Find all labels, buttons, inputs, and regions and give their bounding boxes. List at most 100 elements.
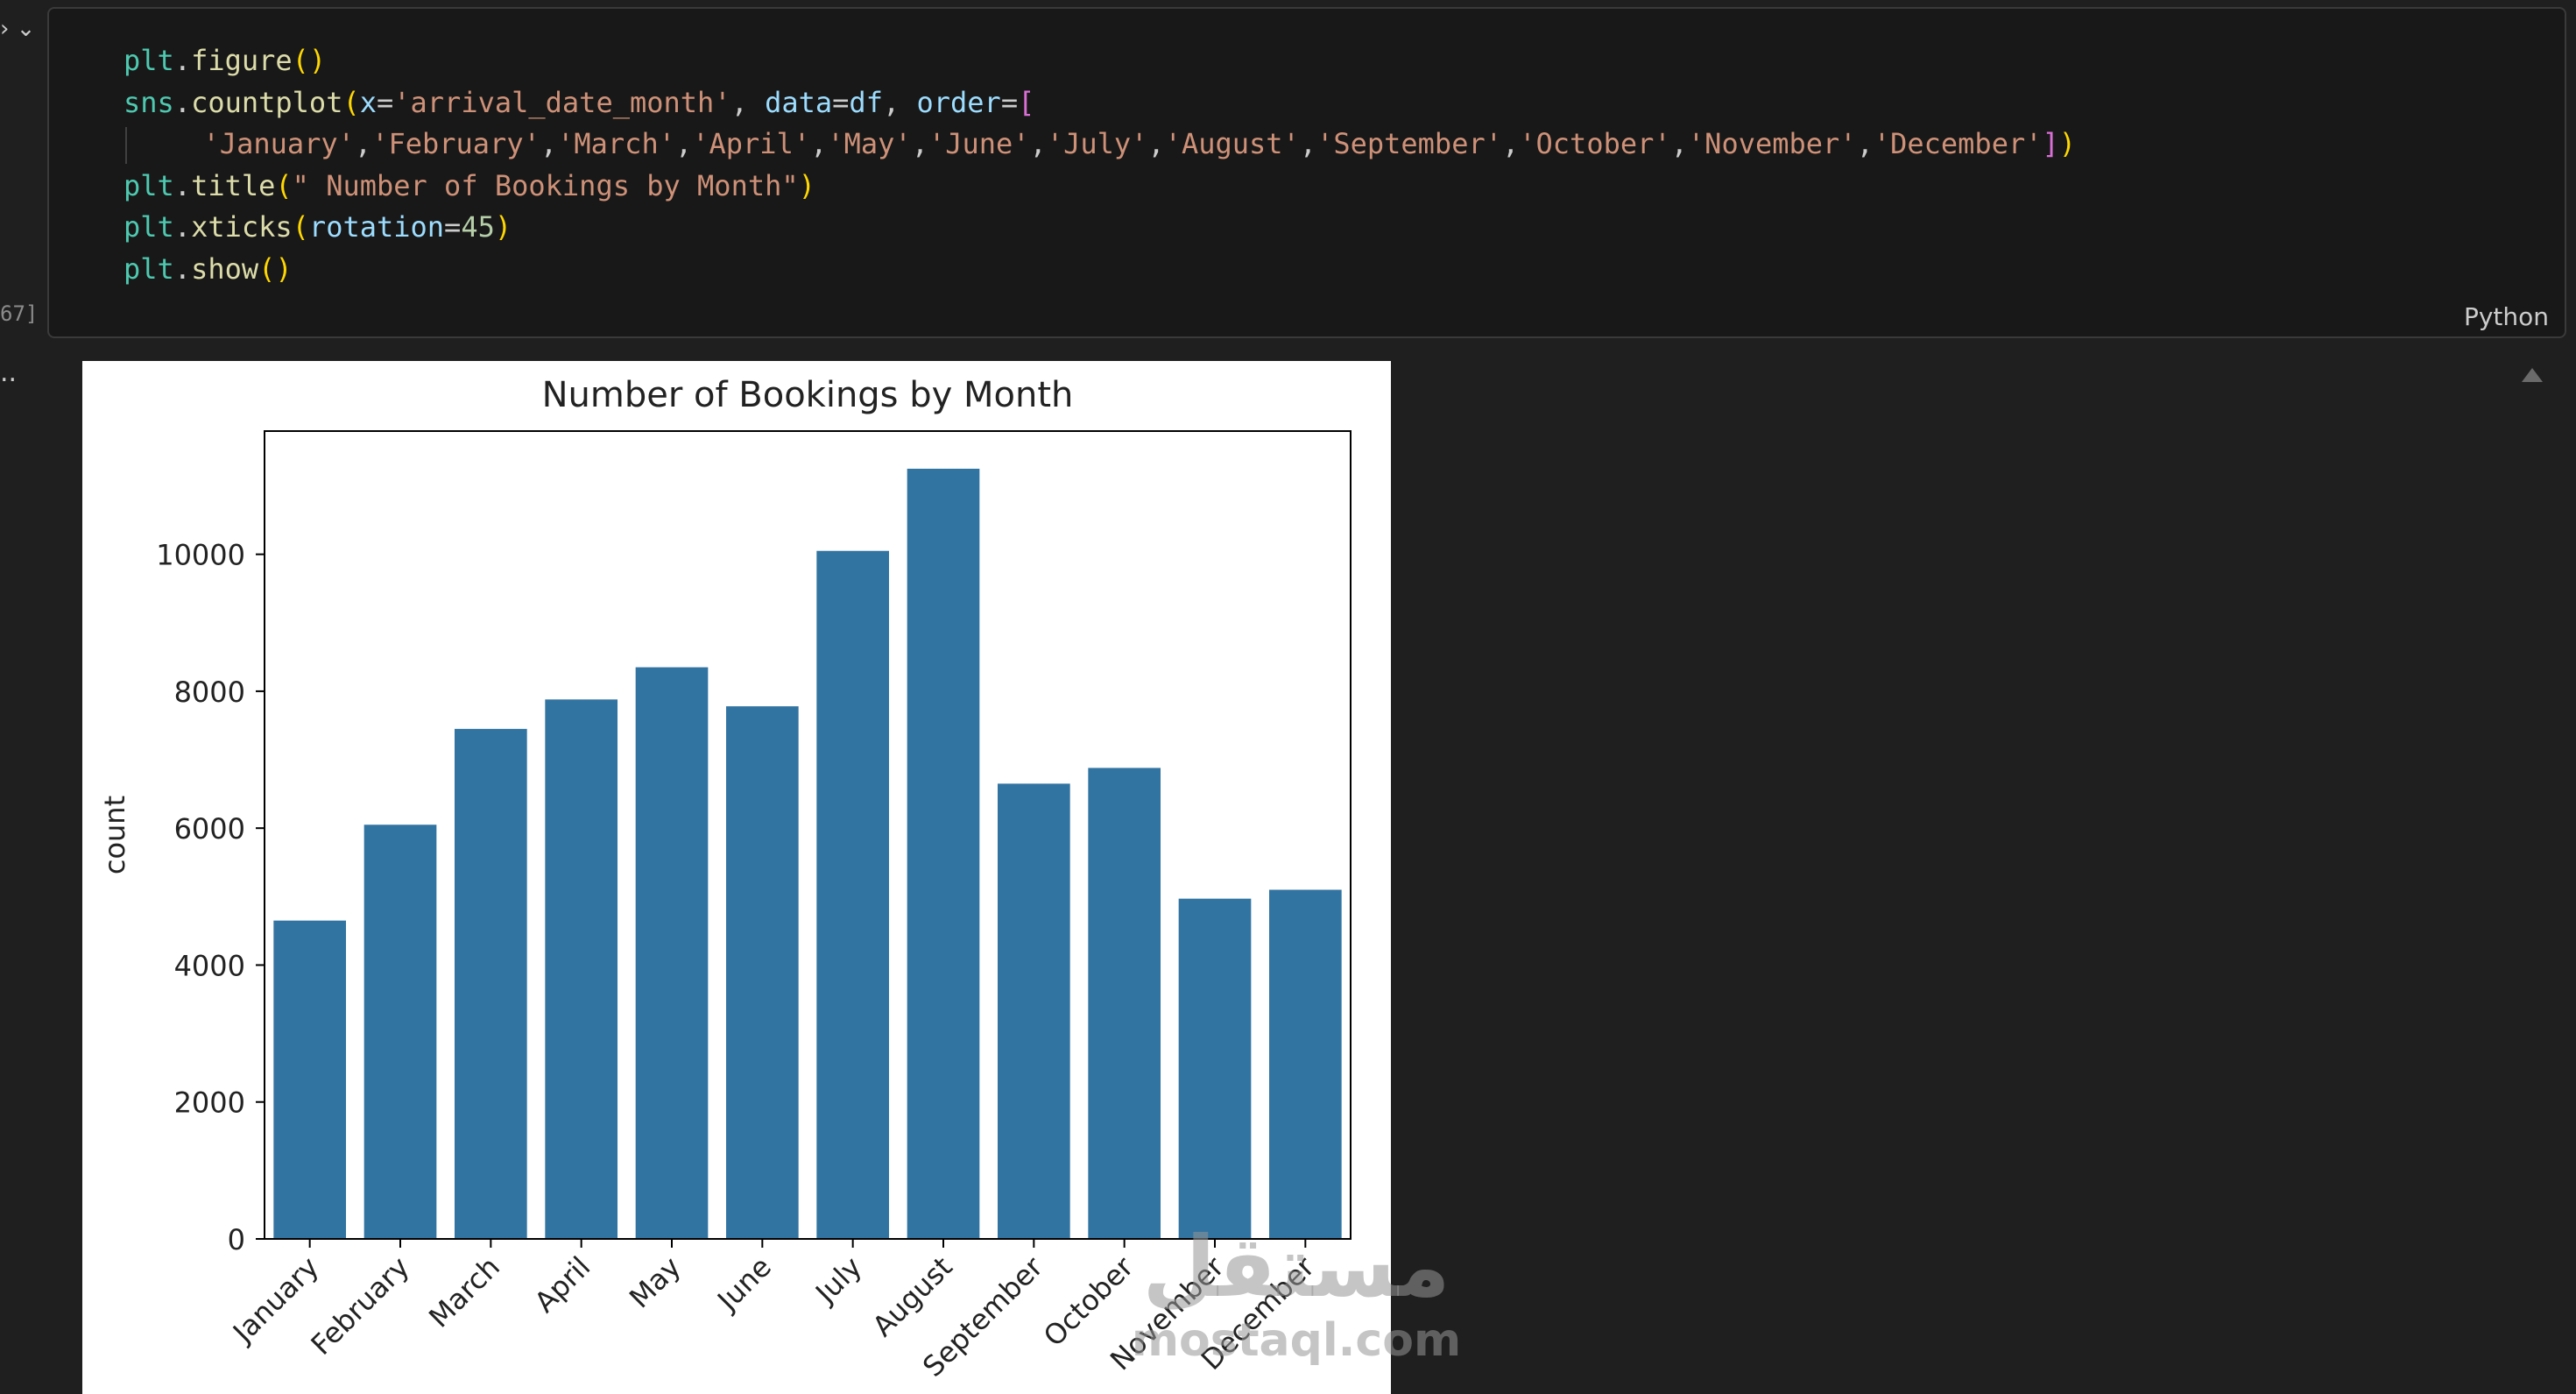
bar-march (455, 728, 527, 1239)
code-token: , (911, 127, 928, 160)
code-token: 'January' (202, 127, 355, 160)
code-token: 'March' (557, 127, 675, 160)
bar-july (816, 550, 889, 1239)
bar-february (363, 824, 437, 1239)
x-tick-label: August (866, 1250, 959, 1343)
code-token: , (1299, 127, 1317, 160)
bar-november (1178, 898, 1252, 1239)
code-token: 'May' (827, 127, 912, 160)
bar-december (1269, 889, 1342, 1239)
code-token: plt (124, 44, 174, 77)
cell-language-label[interactable]: Python (2463, 302, 2549, 331)
code-token: () (292, 44, 327, 77)
code-line: plt.xticks(rotation=45) (124, 207, 2076, 249)
code-line: 'January','February','March','April','Ma… (124, 124, 2076, 166)
code-token: order (916, 85, 1001, 119)
code-token: = (376, 85, 394, 119)
x-tick-label: May (623, 1250, 688, 1315)
code-token: . (173, 251, 192, 286)
code-token: 'August' (1164, 127, 1300, 160)
indent-guide (125, 127, 127, 164)
code-token: 'June' (928, 127, 1030, 160)
code-token: ( (342, 85, 360, 119)
code-token: 'July' (1046, 127, 1148, 160)
code-token: , (730, 85, 766, 119)
code-token: . (173, 44, 192, 77)
code-token: ) (2058, 127, 2077, 160)
execution-count: 67] (0, 301, 39, 326)
code-editor[interactable]: plt.figure() sns.countplot(x='arrival_dat… (124, 40, 2076, 290)
bar-chart: Number of Bookings by Month 0 2000 4000 6000… (98, 375, 1352, 1383)
chart-title: Number of Bookings by Month (542, 375, 1074, 415)
bar-august (907, 468, 980, 1239)
y-tick-label: 8000 (174, 676, 245, 709)
code-line: plt.title(" Number of Bookings by Month"… (124, 166, 2076, 208)
code-line: plt.figure() (124, 40, 2076, 82)
x-tick-label: July (808, 1250, 868, 1311)
code-token: = (832, 85, 850, 119)
code-token: sns (124, 85, 174, 119)
y-tick-label: 4000 (174, 949, 245, 982)
code-token: , (1856, 127, 1874, 160)
code-token: 'November' (1687, 127, 1857, 160)
code-token: = (444, 210, 462, 244)
plot-frame (264, 430, 1352, 1240)
code-token: ] (2042, 127, 2059, 160)
code-token: 'December' (1873, 127, 2043, 160)
bar-april (545, 699, 618, 1239)
y-tick-label: 2000 (174, 1086, 245, 1120)
y-tick-label: 6000 (174, 812, 245, 846)
code-token: show (191, 251, 259, 286)
bar-january (273, 920, 346, 1239)
code-token: . (173, 85, 192, 119)
code-line: sns.countplot(x='arrival_date_month', da… (124, 82, 2076, 124)
y-axis-label: count (98, 796, 131, 874)
code-token: plt (124, 168, 174, 202)
code-token: . (173, 210, 192, 244)
code-token: ( (275, 168, 293, 202)
y-tick-label: 10000 (156, 539, 245, 572)
code-token: data (765, 85, 833, 119)
code-token: ( (292, 210, 309, 244)
code-token: . (173, 168, 192, 202)
code-token: countplot (191, 85, 343, 119)
code-token: () (258, 251, 293, 286)
x-tick-label: March (422, 1250, 506, 1334)
code-token: , (1147, 127, 1165, 160)
code-token: xticks (191, 210, 293, 244)
code-token: , (674, 127, 693, 160)
code-token: , (1501, 127, 1520, 160)
code-token: 'arrival_date_month' (393, 85, 731, 119)
code-token: = (1000, 85, 1019, 119)
x-tick-label: February (305, 1250, 416, 1362)
bar-september (998, 783, 1070, 1239)
code-token: , (540, 127, 558, 160)
code-token: df (849, 85, 883, 119)
code-cell[interactable]: plt.figure() sns.countplot(x='arrival_dat… (47, 7, 2566, 338)
code-token: figure (191, 44, 293, 77)
code-token: , (1029, 127, 1047, 160)
code-token: 45 (461, 210, 495, 244)
collapse-chevron-icon[interactable]: › ⌄ (0, 16, 36, 42)
x-tick-label: June (709, 1250, 778, 1319)
code-token: , (882, 85, 917, 119)
output-more-icon[interactable]: .. (0, 357, 18, 388)
code-token: ) (494, 210, 512, 244)
bar-june (726, 706, 799, 1239)
code-token: ) (798, 168, 815, 202)
code-token: 'February' (371, 127, 540, 160)
cell-output-plot: Number of Bookings by Month 0 2000 4000 6000… (82, 361, 1391, 1394)
bar-october (1088, 768, 1161, 1239)
code-token: , (1670, 127, 1688, 160)
code-token: 'September' (1316, 127, 1502, 160)
code-token: [ (1018, 85, 1035, 119)
code-line: plt.show() (124, 249, 2076, 291)
code-token: , (354, 127, 372, 160)
x-tick-label: April (528, 1250, 597, 1320)
output-collapse-triangle-icon[interactable] (2522, 368, 2543, 382)
code-token: 'October' (1519, 127, 1671, 160)
code-token: x (359, 85, 377, 119)
code-token: title (191, 168, 276, 202)
bar-may (635, 667, 709, 1239)
